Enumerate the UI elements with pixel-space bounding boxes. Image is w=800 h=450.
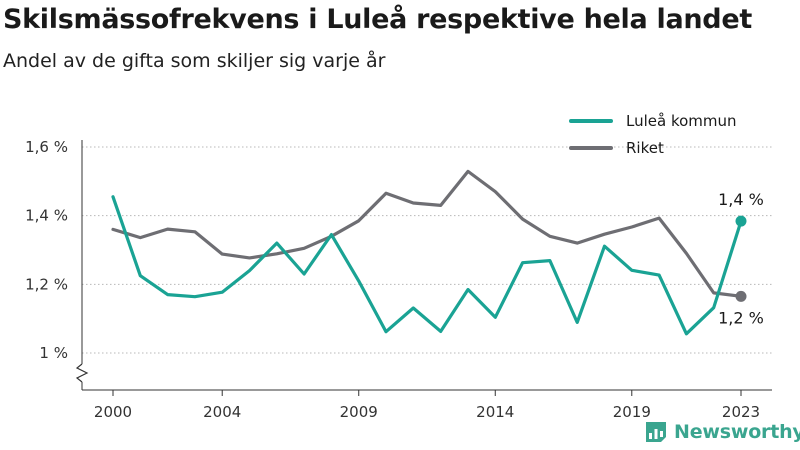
brand-logo: Newsworthy bbox=[644, 418, 800, 446]
x-tick-label: 2009 bbox=[340, 403, 378, 421]
legend-label: Riket bbox=[626, 139, 664, 157]
y-tick-label: 1,6 % bbox=[25, 138, 68, 156]
legend-label: Luleå kommun bbox=[626, 112, 737, 130]
x-tick-label: 2023 bbox=[722, 403, 760, 421]
x-tick-label: 2004 bbox=[203, 403, 241, 421]
end-label-riket: 1,2 % bbox=[718, 308, 764, 327]
legend: Luleå kommun Riket bbox=[569, 112, 737, 157]
series-line-riket bbox=[111, 169, 743, 298]
end-point-lulea bbox=[735, 215, 747, 227]
y-tick-label: 1,4 % bbox=[25, 207, 68, 225]
newsworthy-logo-icon bbox=[646, 422, 666, 442]
end-label-lulea: 1,4 % bbox=[718, 190, 764, 209]
grid-lines bbox=[82, 146, 772, 354]
brand-name: Newsworthy bbox=[674, 421, 800, 443]
y-tick-label: 1,2 % bbox=[25, 275, 68, 293]
series-line-lulea bbox=[111, 195, 743, 336]
end-point-riket bbox=[735, 290, 747, 302]
x-tick-label: 2000 bbox=[94, 403, 132, 421]
axis-break-icon bbox=[75, 363, 89, 383]
chart-title: Skilsmässofrekvens i Luleå respektive he… bbox=[3, 4, 752, 35]
series-lines bbox=[111, 169, 747, 336]
chart-subtitle: Andel av de gifta som skiljer sig varje … bbox=[3, 50, 386, 72]
y-tick-label: 1 % bbox=[39, 344, 68, 362]
end-labels: 1,4 % 1,2 % bbox=[718, 190, 764, 327]
x-tick-label: 2014 bbox=[476, 403, 514, 421]
axes: 1 % 1,2 % 1,4 % 1,6 % 2000 2004 2009 2014 2019 20… bbox=[25, 138, 772, 421]
x-tick-label: 2019 bbox=[613, 403, 651, 421]
